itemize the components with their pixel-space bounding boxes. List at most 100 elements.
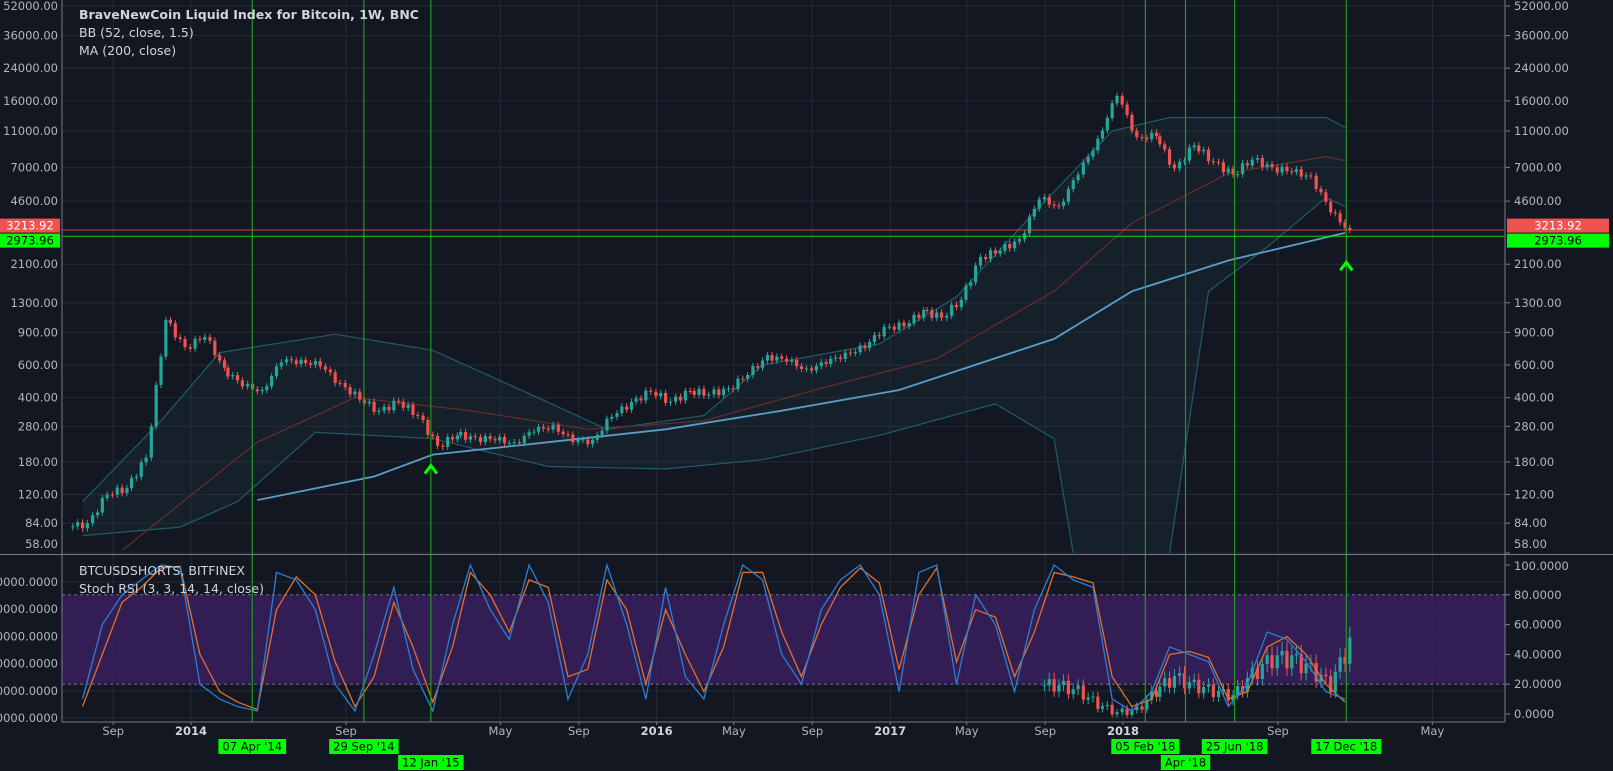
- candle-body: [343, 382, 347, 388]
- candle-body: [353, 391, 357, 395]
- price-tick-left: 36000.00: [3, 29, 58, 43]
- candle-body: [1130, 114, 1134, 131]
- candle-body: [1066, 189, 1070, 202]
- candle-body: [1047, 197, 1051, 205]
- stoch-tick-right: 40.0000: [1514, 647, 1562, 661]
- date-marker-badge: [218, 739, 287, 754]
- price-tick-left: 58.00: [25, 537, 58, 551]
- candle-body: [144, 457, 148, 463]
- candle-body: [1285, 166, 1289, 172]
- candle-body: [824, 362, 828, 364]
- time-tick: Sep: [102, 724, 124, 738]
- candle-body: [674, 396, 678, 402]
- candle-body: [1057, 205, 1061, 207]
- candle-body: [1017, 239, 1022, 242]
- candle-body: [455, 435, 459, 440]
- candle-body: [1319, 188, 1323, 193]
- candle-body: [649, 390, 653, 392]
- shorts-candle: [1338, 657, 1342, 672]
- shorts-candle: [1333, 671, 1337, 693]
- candle-body: [726, 388, 731, 390]
- shorts-candle: [1125, 708, 1129, 715]
- candle-body: [367, 401, 371, 404]
- shorts-candle: [1324, 674, 1328, 677]
- candle-body: [1037, 199, 1041, 209]
- candle-body: [1105, 118, 1109, 131]
- candle-body: [231, 375, 235, 377]
- candle-body: [213, 340, 217, 356]
- candle-body: [1299, 169, 1303, 177]
- shorts-candle: [1270, 655, 1274, 669]
- candle-body: [1260, 158, 1264, 168]
- candle-body: [299, 359, 303, 364]
- candle-body: [1032, 208, 1036, 217]
- shorts-tick-left: 60000.0000: [0, 575, 58, 589]
- candle-body: [1343, 222, 1347, 228]
- price-label-badge: [0, 218, 60, 233]
- price-pane: [71, 92, 1352, 553]
- shorts-candle: [1206, 684, 1211, 687]
- stoch-d-line: [81, 565, 1346, 711]
- up-arrow-icon: [1339, 259, 1354, 272]
- candle-body: [348, 387, 352, 395]
- shorts-candle: [1052, 679, 1056, 692]
- candle-body: [731, 388, 735, 390]
- price-tick-left: 16000.00: [3, 94, 58, 108]
- stoch-tick-right: 0.0000: [1514, 707, 1554, 721]
- candle-body: [561, 431, 565, 435]
- price-tick-right: 1300.00: [1514, 296, 1562, 310]
- candle-body: [688, 390, 692, 392]
- candle-body: [765, 354, 770, 361]
- candle-body: [1329, 201, 1333, 213]
- time-tick: 2016: [641, 724, 673, 738]
- price-tick-right: 36000.00: [1514, 29, 1569, 43]
- candle-body: [411, 404, 415, 416]
- candle-body: [858, 345, 862, 352]
- price-tick-right: 11000.00: [1514, 124, 1569, 138]
- shorts-candle: [1299, 653, 1303, 674]
- shorts-candle: [1110, 704, 1114, 715]
- candle-body: [1294, 169, 1298, 173]
- candle-body: [887, 326, 891, 328]
- candle-body: [978, 256, 983, 266]
- candle-body: [265, 386, 269, 390]
- date-marker-label: 07 Apr '14: [222, 740, 282, 754]
- price-tick-left: 120.00: [18, 488, 58, 502]
- candle-body: [517, 442, 521, 444]
- candle-body: [120, 487, 124, 494]
- candle-body: [1076, 174, 1080, 181]
- candle-body: [1202, 149, 1206, 152]
- date-marker-badge: [398, 755, 464, 770]
- candle-body: [1309, 175, 1313, 177]
- shorts-candle: [1294, 653, 1298, 656]
- up-arrow-icon: [423, 463, 439, 475]
- candle-body: [1178, 161, 1182, 169]
- price-tick-left: 84.00: [25, 516, 58, 530]
- price-tick-right: 2100.00: [1514, 257, 1562, 271]
- candle-body: [173, 323, 177, 338]
- candle-body: [164, 319, 168, 357]
- price-tick-left: 280.00: [18, 419, 58, 433]
- date-marker-label: 29 Sep '14: [333, 740, 394, 754]
- candle-body: [260, 389, 264, 392]
- candle-body: [892, 326, 896, 330]
- shorts-candle: [1187, 682, 1191, 689]
- shorts-candle: [1280, 650, 1284, 656]
- candle-body: [110, 494, 115, 496]
- candle-body: [804, 368, 808, 370]
- candle-body: [1100, 130, 1105, 139]
- candle-body: [912, 314, 916, 324]
- candle-body: [522, 435, 526, 444]
- shorts-candle: [1260, 663, 1264, 680]
- candle-body: [644, 390, 648, 401]
- date-marker-label: 12 Jan '15: [402, 756, 459, 770]
- candle-body: [377, 410, 381, 412]
- shorts-candle: [1150, 690, 1154, 700]
- candle-body: [372, 401, 376, 412]
- candle-body: [746, 374, 750, 379]
- date-marker-label: 25 Jun '18: [1206, 740, 1264, 754]
- candle-body: [1110, 103, 1114, 119]
- price-tick-left: 180.00: [18, 455, 58, 469]
- candle-body: [620, 406, 624, 414]
